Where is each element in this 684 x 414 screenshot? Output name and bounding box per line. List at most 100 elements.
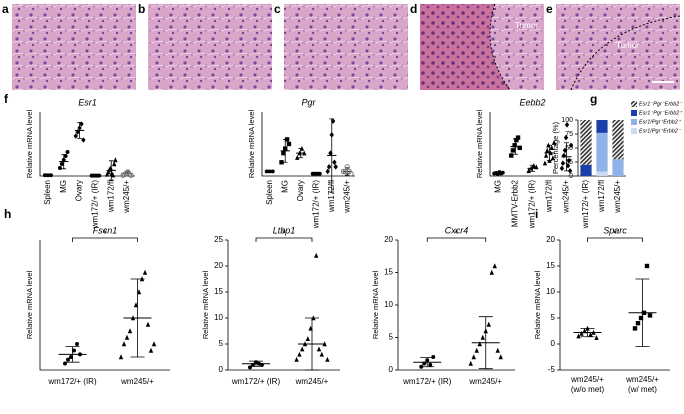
data-point (320, 352, 324, 357)
x-tick-label: MG (494, 180, 503, 193)
y-tick-label: 15 (214, 287, 223, 296)
data-point (58, 166, 62, 170)
data-point (484, 328, 488, 333)
data-point (285, 137, 289, 141)
x-tick-label: MMTV-Erbb2 (511, 179, 520, 227)
y-tick-label: 20 (546, 235, 555, 244)
y-tick-label: 15 (384, 268, 393, 277)
significance-label: * (282, 229, 286, 240)
histology-image: c (274, 2, 408, 90)
data-point (493, 263, 497, 268)
data-point (419, 365, 423, 369)
data-point (325, 357, 329, 362)
y-tick-label: 10 (214, 313, 223, 322)
data-point (636, 321, 640, 325)
data-point (294, 357, 298, 362)
data-point (143, 270, 147, 275)
data-point (49, 173, 53, 177)
x-tick-label: wm172/+ (IR) (581, 180, 590, 230)
y-axis-label: Relative mRNA level (371, 270, 380, 339)
y-tick-label: 0 (551, 339, 556, 348)
data-point (62, 158, 66, 162)
histology-image: a (2, 2, 136, 90)
panel-label: g (590, 92, 597, 106)
image-tissue (148, 4, 272, 90)
data-point (481, 335, 485, 340)
y-tick-label: 100 (561, 117, 573, 124)
data-point (487, 322, 491, 327)
bar-segment (596, 133, 607, 172)
y-axis-label: Relative mRNA level (201, 270, 210, 339)
data-point (511, 148, 515, 152)
x-tick-label: wm245/+ (342, 180, 351, 214)
data-point (428, 363, 432, 367)
y-tick-label: 10 (384, 300, 393, 309)
data-point (297, 352, 301, 357)
y-tick-label: 20 (214, 261, 223, 270)
x-tick-label: wm245/+ (625, 375, 659, 384)
x-tick-label: Spleen (265, 180, 274, 205)
data-point (300, 347, 304, 352)
data-point (594, 335, 598, 340)
data-point (422, 362, 426, 366)
data-point (475, 348, 479, 353)
bar-segment (580, 165, 591, 176)
data-point (544, 153, 548, 158)
data-point (64, 154, 68, 158)
data-point (149, 348, 153, 353)
data-point (518, 146, 522, 150)
panel-label: f (4, 92, 9, 106)
data-point (425, 358, 429, 362)
data-point (516, 135, 520, 139)
y-axis-label: Relative mRNA level (25, 270, 34, 339)
significance-label: * (103, 229, 107, 240)
x-tick-label: wm172/fl (106, 180, 115, 213)
data-point (543, 161, 547, 166)
legend-swatch (631, 128, 637, 134)
data-point (642, 311, 646, 315)
x-tick-label: wm245/+ (562, 180, 571, 214)
data-point (330, 132, 334, 138)
data-point (97, 174, 101, 178)
data-point (251, 363, 255, 367)
x-tick-label: wm245/+ (120, 377, 154, 386)
legend-label: Esr1⁻Pgr⁻Erbb2⁻ (639, 101, 683, 107)
axis (228, 240, 340, 370)
bar-segment (596, 172, 607, 176)
legend-label: Esr1/Pgr⁺Erbb2⁺ (639, 119, 682, 125)
data-point (75, 342, 79, 346)
bar-segment (612, 159, 623, 176)
x-tick-label: (w/o met) (571, 385, 605, 394)
y-tick-label: -5 (548, 365, 556, 374)
data-point (645, 264, 649, 268)
data-point (648, 313, 652, 317)
histology-image: b (138, 2, 272, 90)
data-point (281, 151, 285, 155)
data-point (334, 164, 338, 170)
panel-label: e (546, 2, 553, 16)
data-point (78, 352, 82, 356)
data-point (496, 348, 500, 353)
y-tick-label: 5 (219, 339, 224, 348)
data-point (66, 358, 70, 362)
y-tick-label: 15 (546, 261, 555, 270)
data-point (248, 365, 252, 369)
data-point (431, 355, 435, 359)
x-tick-label: wm172/+ (IR) (231, 377, 281, 386)
y-tick-label: 75 (565, 131, 573, 138)
legend-swatch (631, 119, 637, 125)
x-tick-label: wm245/+ (468, 377, 502, 386)
x-tick-label: MG (280, 180, 289, 193)
y-axis-label: Relative mRNA level (247, 109, 256, 178)
data-point (260, 363, 264, 367)
x-tick-label: Spleen (43, 180, 52, 205)
panel-label: b (138, 2, 145, 16)
y-tick-label: 0 (219, 365, 224, 374)
data-point (125, 335, 129, 340)
data-point (332, 159, 336, 165)
legend-label: Esr1⁻Pgr⁻Erbb2⁺ (639, 110, 683, 116)
x-tick-label: wm245/+ (295, 377, 329, 386)
data-point (469, 361, 473, 366)
significance-label: * (613, 229, 617, 240)
y-tick-label: 5 (389, 333, 394, 342)
